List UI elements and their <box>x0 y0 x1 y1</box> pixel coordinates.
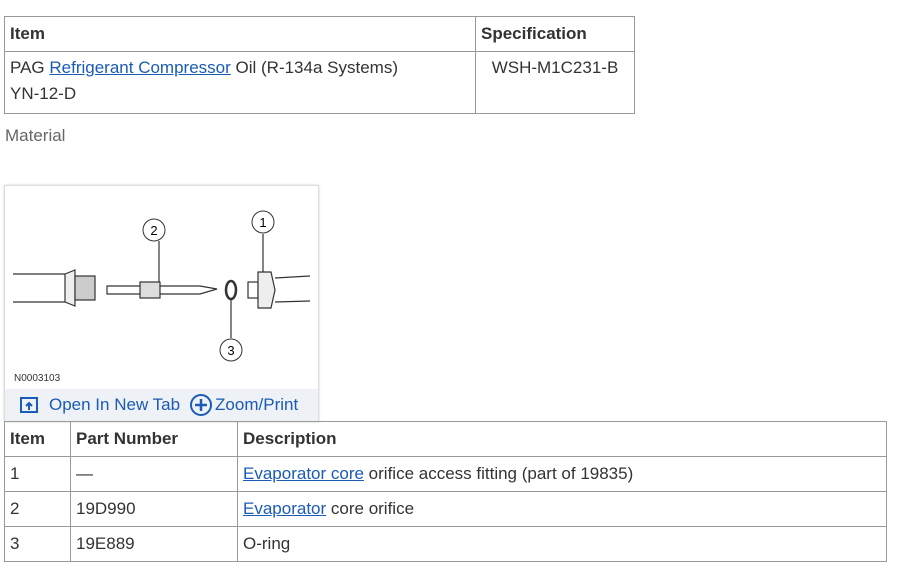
evaporator-core-link[interactable]: Evaporator core <box>243 464 364 483</box>
item-cell: PAG Refrigerant Compressor Oil (R-134a S… <box>4 51 476 114</box>
zoom-print-button[interactable]: Zoom/Print <box>189 393 298 417</box>
open-new-tab-label: Open In New Tab <box>49 395 181 414</box>
table-row: PAG Refrigerant Compressor Oil (R-134a S… <box>4 51 635 114</box>
header-part-number: Part Number <box>70 421 238 457</box>
refrigerant-compressor-link[interactable]: Refrigerant Compressor <box>49 58 231 77</box>
header-specification: Specification <box>475 16 635 52</box>
item-line2: YN-12-D <box>10 84 77 103</box>
item-prefix: PAG <box>10 58 50 77</box>
figure-toolbar: Open In New Tab Zoom/Print <box>5 389 318 421</box>
callout-3: 3 <box>219 338 243 362</box>
open-new-tab-icon <box>20 397 38 413</box>
table-row: 3 19E889 O-ring <box>4 526 887 562</box>
table-row: 1— Evaporator core orifice access fitting… <box>4 456 887 492</box>
item-suffix: Oil (R-134a Systems) <box>230 58 398 77</box>
header-item: Item <box>4 16 476 52</box>
callout-2: 2 <box>142 218 166 242</box>
description-cell: O-ring <box>237 526 887 562</box>
plus-circle-icon <box>190 394 213 416</box>
description-text: core orifice <box>326 499 415 518</box>
zoom-print-label: Zoom/Print <box>215 395 299 414</box>
description-cell: Evaporator core orifice <box>237 491 887 527</box>
svg-text:1: 1 <box>259 215 266 230</box>
svg-text:3: 3 <box>227 343 234 358</box>
item-cell: 2 <box>4 491 71 527</box>
part-number-cell: 19E889 <box>70 526 238 562</box>
header-description: Description <box>237 421 887 457</box>
figure[interactable]: 2 1 3 N0003103 Open In New Tab Zoom/Prin… <box>4 185 319 422</box>
part-number-cell: 19D990 <box>70 491 238 527</box>
specification-table: Item Specification PAG Refrigerant Compre… <box>4 16 635 114</box>
figure-id: N0003103 <box>14 373 61 384</box>
spec-cell: WSH-M1C231-B <box>475 51 635 114</box>
item-cell: 3 <box>4 526 71 562</box>
table-row: 2 19D990 Evaporator core orifice <box>4 491 887 527</box>
open-new-tab-button[interactable]: Open In New Tab <box>19 395 180 415</box>
header-item: Item <box>4 421 71 457</box>
parts-table: Item Part Number Description 1— Evaporator … <box>4 421 887 562</box>
part-number-cell: — <box>70 456 238 492</box>
evaporator-link[interactable]: Evaporator <box>243 499 327 518</box>
description-text: orifice access fitting (part of 19835) <box>363 464 634 483</box>
item-cell: 1 <box>4 456 71 492</box>
svg-text:2: 2 <box>150 223 157 238</box>
material-label: Material <box>5 126 66 145</box>
orifice-illustration: 2 1 3 N0003103 <box>13 210 311 384</box>
callout-1: 1 <box>251 210 275 234</box>
description-cell: Evaporator core orifice access fitting (… <box>237 456 887 492</box>
